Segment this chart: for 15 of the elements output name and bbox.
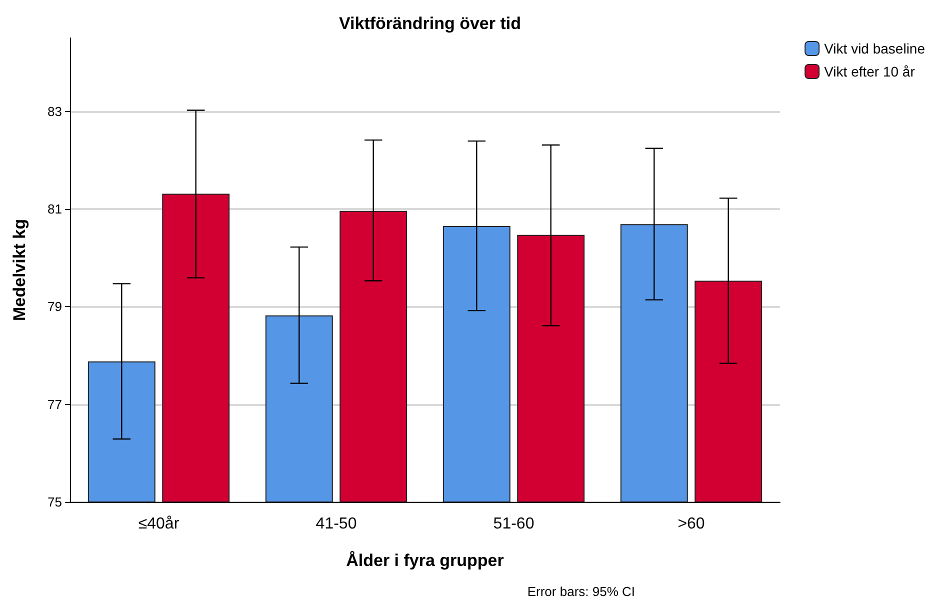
y-axis-title: Medelvikt kg [10, 218, 29, 322]
x-tick-label: 41-50 [316, 516, 357, 532]
y-tick-label: 81 [48, 201, 62, 216]
x-tick-label: 51-60 [493, 516, 534, 532]
y-tick-label: 79 [48, 299, 62, 314]
y-tick-label: 77 [48, 396, 62, 412]
y-tick-label: 83 [48, 104, 62, 119]
x-tick-label: >60 [678, 516, 705, 532]
chart-title: Viktförändring över tid [339, 14, 521, 33]
legend-label: Vikt efter 10 år [824, 64, 916, 80]
y-tick-label: 75 [48, 494, 62, 510]
legend-label: Vikt vid baseline [824, 40, 926, 56]
text: Error bars: 95% CI [527, 584, 636, 599]
x-axis-title: Ålder i fyra grupper [346, 551, 504, 570]
x-tick-label: ≤40år [138, 516, 180, 532]
